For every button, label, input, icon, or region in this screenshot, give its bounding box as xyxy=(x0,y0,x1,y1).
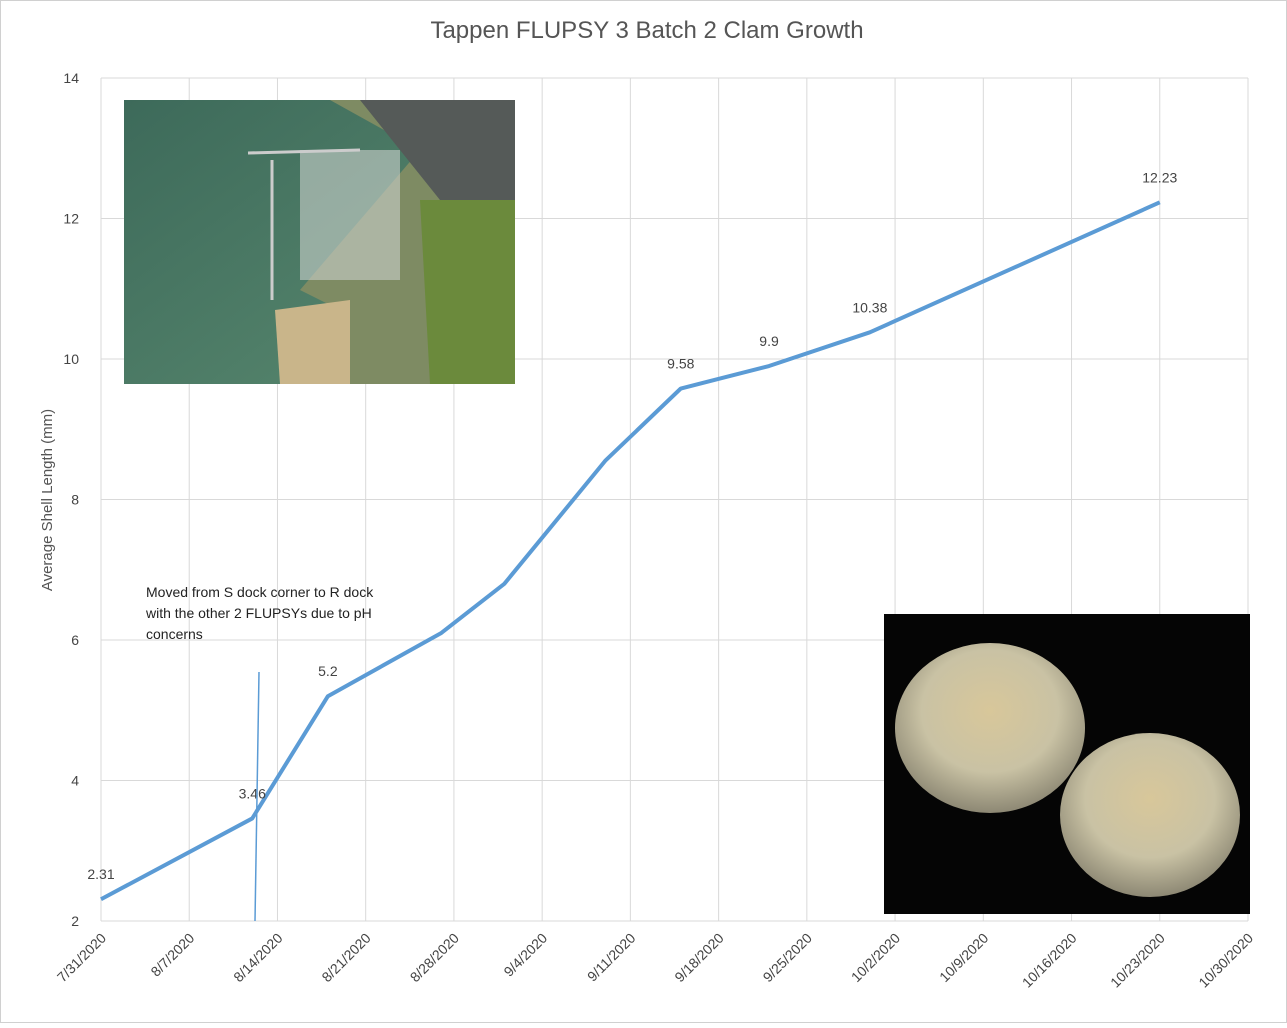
clam-photo xyxy=(884,614,1250,914)
y-tick-label: 14 xyxy=(63,70,79,86)
chart-title: Tappen FLUPSY 3 Batch 2 Clam Growth xyxy=(430,17,863,44)
annotation-line xyxy=(254,671,260,922)
data-label: 9.9 xyxy=(759,333,779,349)
annotation-box: Moved from S dock corner to R dock with … xyxy=(146,584,374,642)
data-label: 9.58 xyxy=(667,356,694,372)
y-tick-label: 12 xyxy=(63,211,79,227)
marina-photo xyxy=(124,100,515,384)
plot: 2.31 3.46 5.2 9.58 9.9 10.38 12.23 xyxy=(87,169,1177,901)
line xyxy=(100,200,1161,901)
data-label: 10.38 xyxy=(852,299,887,315)
y-tick-label: 6 xyxy=(71,632,79,648)
y-tick-label: 10 xyxy=(63,351,79,367)
data-label: 2.31 xyxy=(87,866,114,882)
y-tick-label: 2 xyxy=(71,913,79,929)
y-tick-label: 8 xyxy=(71,492,79,508)
data-label: 12.23 xyxy=(1142,169,1177,185)
y-tick-label: 4 xyxy=(71,773,79,789)
data-label: 3.46 xyxy=(239,785,266,801)
data-label: 5.2 xyxy=(318,663,338,679)
annotation: Moved from S dock corner to R dock with … xyxy=(146,584,374,642)
y-axis-label: Average Shell Length (mm) xyxy=(39,409,56,591)
